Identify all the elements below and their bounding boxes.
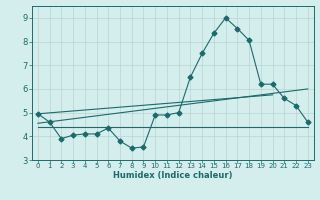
X-axis label: Humidex (Indice chaleur): Humidex (Indice chaleur)	[113, 171, 233, 180]
